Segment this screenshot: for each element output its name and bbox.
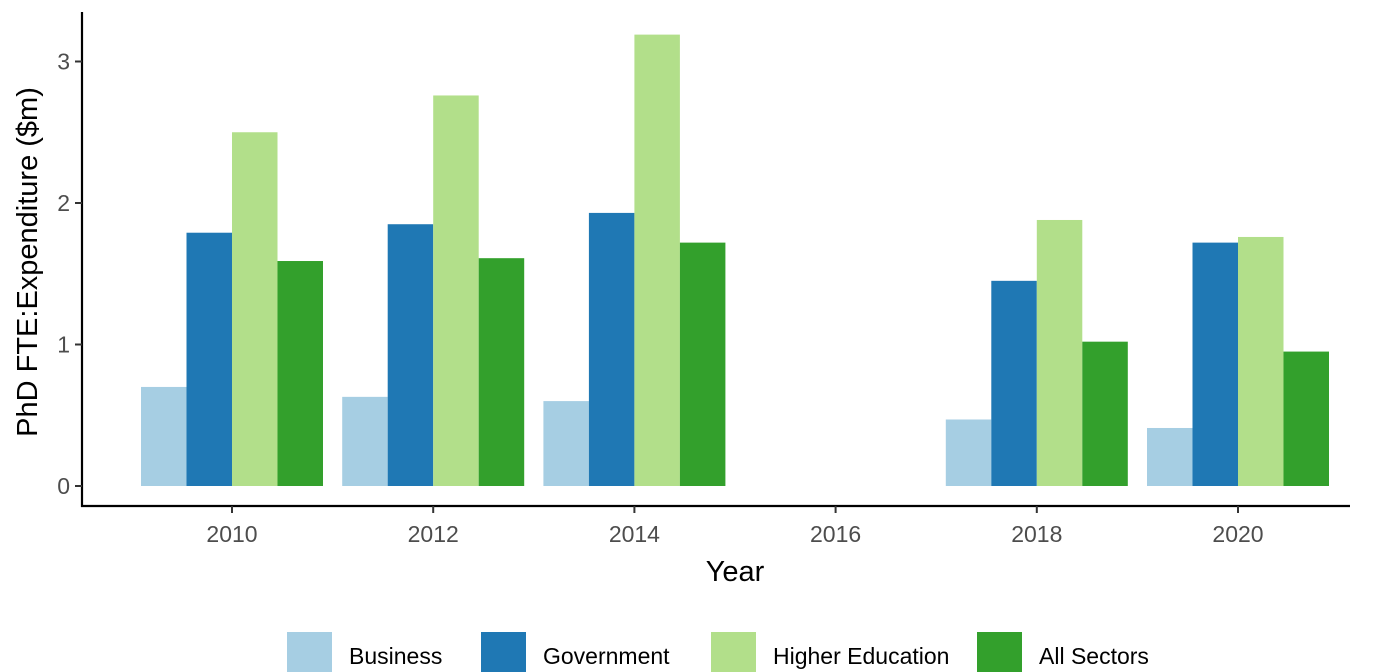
x-tick-label: 2010 <box>206 521 257 547</box>
bars-group <box>141 34 1329 487</box>
bar-business-2012 <box>342 396 388 486</box>
bar-business-2014 <box>543 401 589 486</box>
y-axis-title: PhD FTE:Expenditure ($m) <box>12 87 44 437</box>
y-tick-label: 1 <box>57 332 70 358</box>
bar-government-2012 <box>387 224 434 486</box>
bar-all-sectors-2018 <box>1082 341 1128 486</box>
bar-all-sectors-2010 <box>277 261 323 486</box>
y-tick-label: 0 <box>57 473 70 499</box>
bar-higher-education-2010 <box>232 132 278 486</box>
legend-swatch <box>711 632 756 672</box>
legend-label: All Sectors <box>1039 643 1149 669</box>
bar-higher-education-2018 <box>1036 219 1083 487</box>
bar-higher-education-2020 <box>1238 236 1284 486</box>
bar-business-2010 <box>141 386 187 486</box>
bar-all-sectors-2012 <box>478 258 525 486</box>
legend-item-all-sectors: All Sectors <box>977 632 1149 672</box>
legend-item-government: Government <box>481 632 670 672</box>
bar-business-2018 <box>945 419 992 486</box>
x-tick-label: 2014 <box>609 521 660 547</box>
x-tick-label: 2012 <box>408 521 459 547</box>
bar-higher-education-2014 <box>634 34 680 487</box>
bar-business-2020 <box>1147 427 1193 486</box>
y-tick-label: 3 <box>57 49 70 75</box>
bar-higher-education-2012 <box>433 95 479 487</box>
bar-government-2018 <box>991 280 1037 486</box>
x-tick-label: 2018 <box>1011 521 1062 547</box>
y-axis-ticks: 0 1 2 3 <box>57 49 82 499</box>
legend-item-higher-education: Higher Education <box>711 632 949 672</box>
legend-label: Business <box>349 643 442 669</box>
bar-all-sectors-2014 <box>679 242 726 486</box>
legend-swatch <box>481 632 526 672</box>
legend: Business Government Higher Education All Se… <box>287 632 1149 672</box>
legend-label: Higher Education <box>773 643 949 669</box>
legend-swatch <box>977 632 1022 672</box>
bar-government-2020 <box>1192 242 1238 486</box>
legend-label: Government <box>543 643 670 669</box>
bar-government-2014 <box>588 212 635 486</box>
x-axis-ticks: 2010 2012 2014 2016 2018 2020 <box>206 506 1264 547</box>
bar-government-2010 <box>186 232 232 486</box>
x-axis-title: Year <box>706 556 765 588</box>
bar-all-sectors-2020 <box>1283 351 1329 486</box>
legend-item-business: Business <box>287 632 442 672</box>
x-tick-label: 2020 <box>1212 521 1263 547</box>
legend-swatch <box>287 632 332 672</box>
y-tick-label: 2 <box>57 190 70 216</box>
x-tick-label: 2016 <box>810 521 861 547</box>
